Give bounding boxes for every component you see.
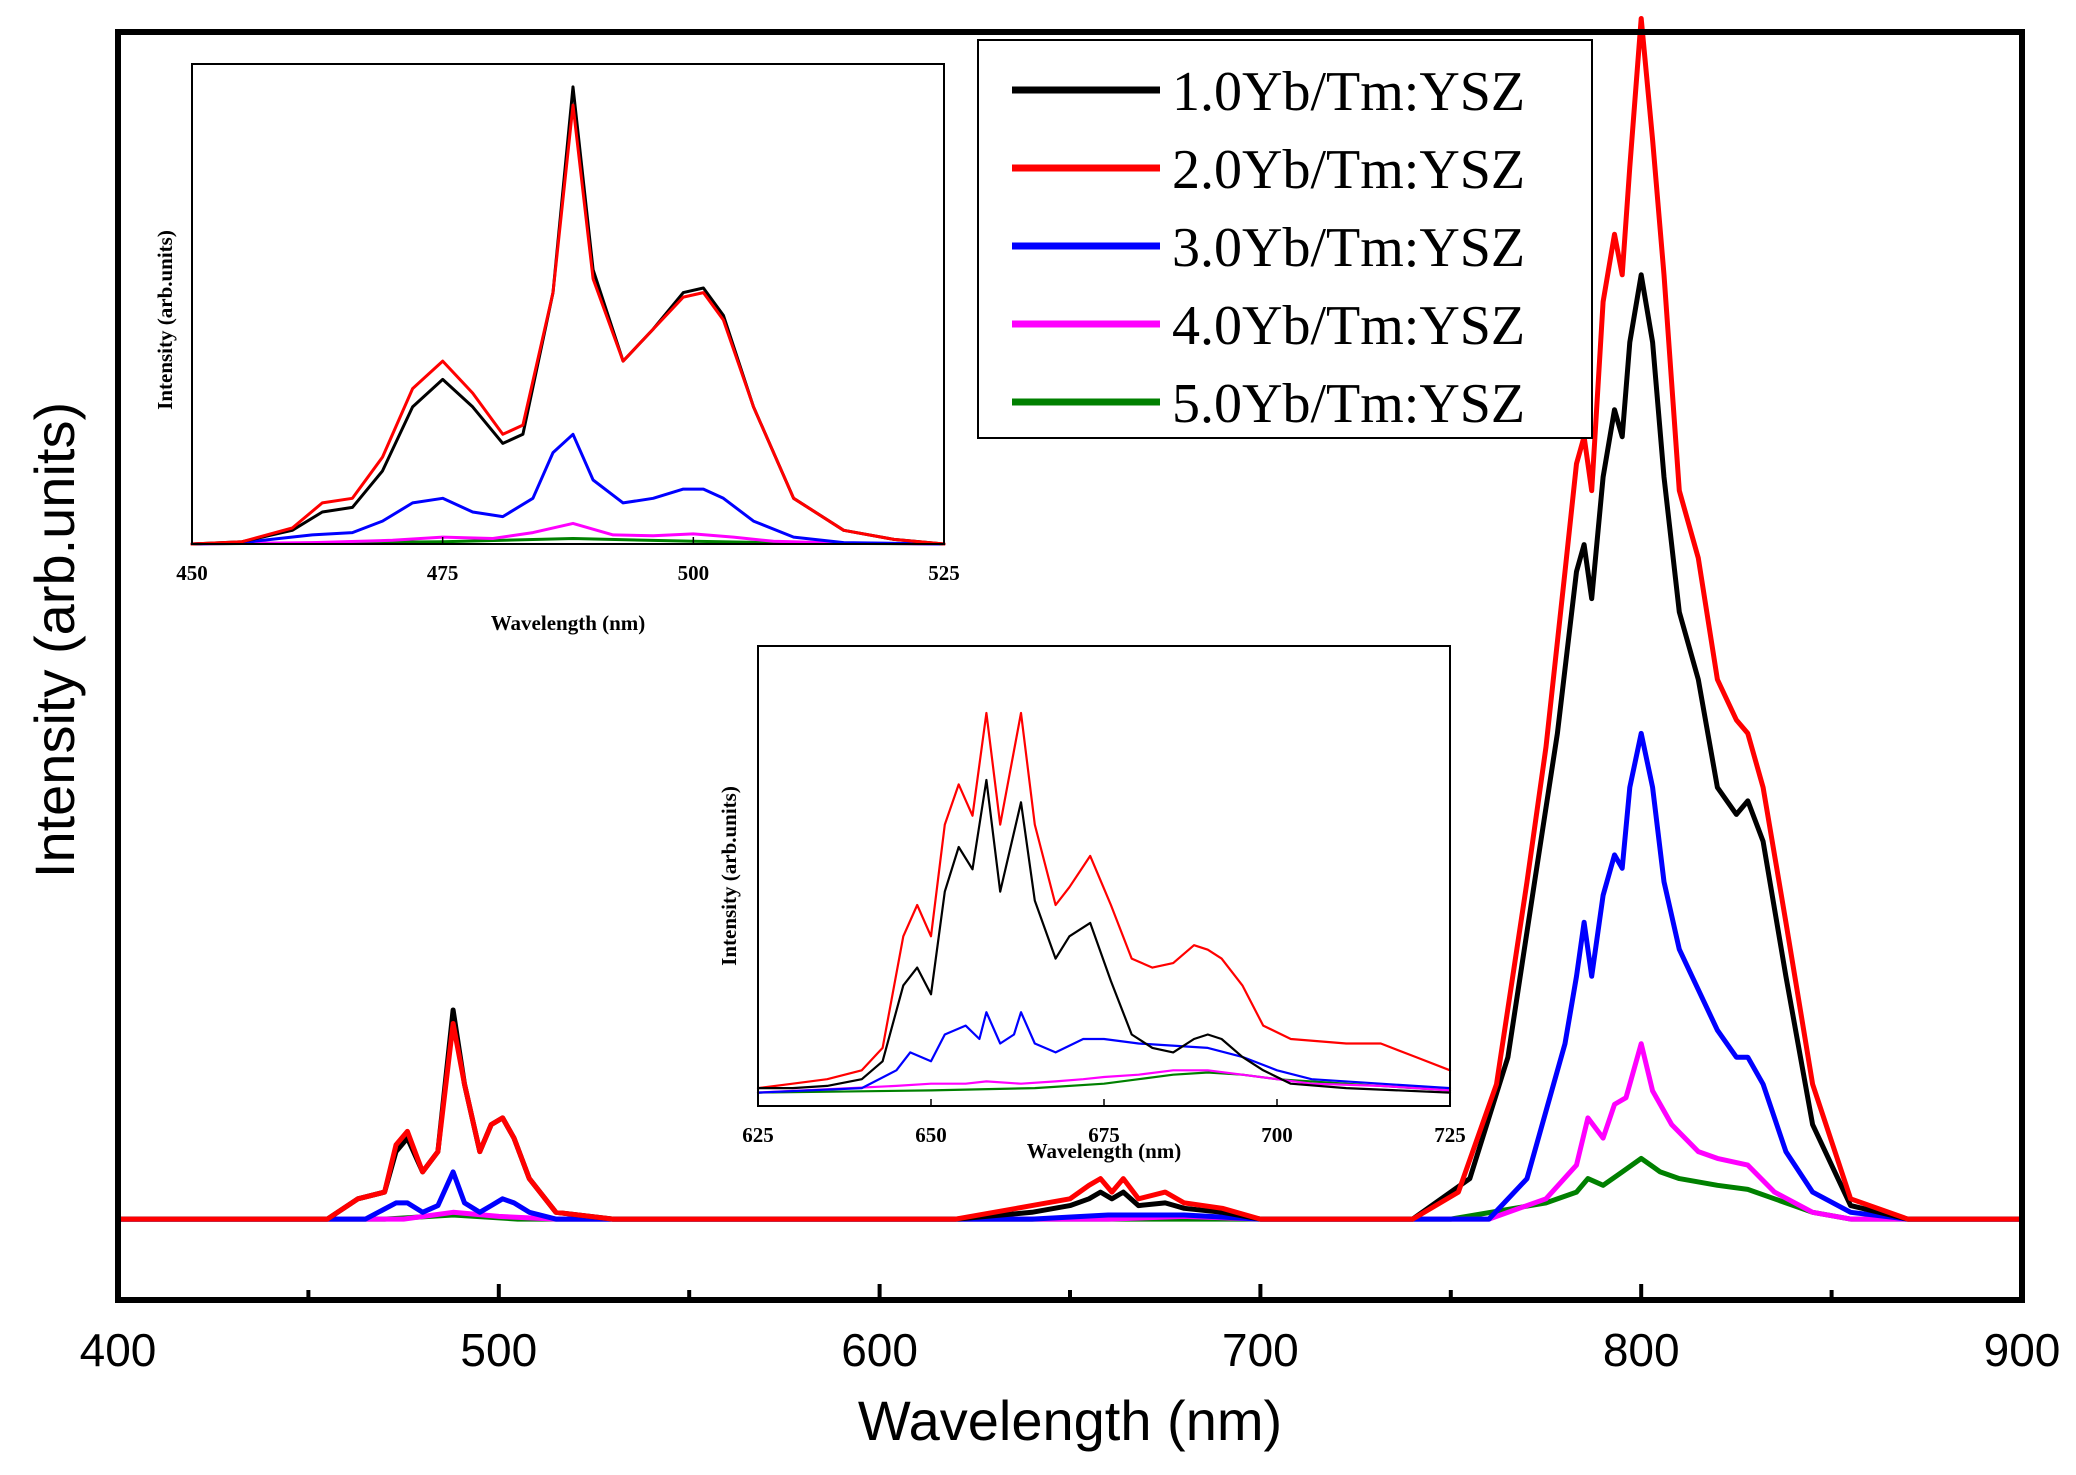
- inset-blue-x-ticks: [191, 537, 945, 544]
- main-x-tick-label: 400: [80, 1324, 157, 1376]
- inset-blue-series-line-2-0yb-tm-ysz: [190, 103, 946, 546]
- main-x-axis-label: Wavelength (nm): [858, 1389, 1282, 1452]
- main-series-lines: [115, 16, 2025, 1222]
- inset-blue-chart: 450 475 500 525 Wavelength (nm) Intensity (…: [153, 63, 960, 635]
- legend-box: [977, 39, 1593, 439]
- inset-red-x-tick-label: 625: [742, 1123, 774, 1147]
- inset-red-y-axis-label: Intensity (arb.units): [717, 786, 741, 966]
- inset-red-x-tick-label: 650: [915, 1123, 947, 1147]
- inset-blue-series-line-4-0yb-tm-ysz: [190, 521, 946, 546]
- inset-red-x-tick-label: 725: [1434, 1123, 1466, 1147]
- main-x-tick-label: 700: [1222, 1324, 1299, 1376]
- legend-label-3: 3.0Yb/Tm:YSZ: [1172, 217, 1525, 279]
- main-series-line-2-0yb-tm-ysz: [115, 16, 2025, 1222]
- legend-label-1: 1.0Yb/Tm:YSZ: [1172, 61, 1525, 123]
- main-series-line-3-0yb-tm-ysz: [115, 730, 2025, 1222]
- inset-red-series-line-3-0yb-tm-ysz: [756, 1011, 1452, 1094]
- inset-blue-x-tick-label: 475: [427, 561, 459, 585]
- inset-blue-y-axis-label: Intensity (arb.units): [153, 230, 177, 410]
- inset-red-series-line-1-0yb-tm-ysz: [756, 778, 1452, 1094]
- legend: 1.0Yb/Tm:YSZ 2.0Yb/Tm:YSZ 3.0Yb/Tm:YSZ 4…: [977, 39, 1593, 439]
- inset-blue-x-tick-label: 525: [928, 561, 960, 585]
- main-x-tick-label: 800: [1603, 1324, 1680, 1376]
- main-x-ticks: [116, 1284, 2024, 1300]
- inset-red-series-line-4-0yb-tm-ysz: [756, 1069, 1452, 1094]
- main-x-tick-label: 600: [841, 1324, 918, 1376]
- legend-label-2: 2.0Yb/Tm:YSZ: [1172, 139, 1525, 201]
- inset-blue-x-axis-label: Wavelength (nm): [491, 611, 646, 635]
- main-x-tick-labels: 400 500 600 700 800 900: [80, 1324, 2061, 1376]
- inset-red-x-axis-label: Wavelength (nm): [1027, 1139, 1182, 1163]
- inset-blue-series-lines: [190, 85, 946, 546]
- inset-red-chart: 625 650 675 700 725 Wavelength (nm) Intensit…: [717, 645, 1466, 1163]
- inset-blue-series-line-3-0yb-tm-ysz: [190, 432, 946, 546]
- inset-blue-frame: [191, 63, 945, 545]
- inset-blue-x-tick-labels: 450 475 500 525: [176, 561, 960, 585]
- inset-red-series-line-2-0yb-tm-ysz: [756, 711, 1452, 1090]
- inset-red-x-ticks: [757, 1099, 1451, 1106]
- inset-red-x-tick-label: 675: [1088, 1123, 1120, 1147]
- legend-label-4: 4.0Yb/Tm:YSZ: [1172, 295, 1525, 357]
- inset-blue-x-tick-label: 500: [678, 561, 710, 585]
- main-x-tick-label: 900: [1984, 1324, 2061, 1376]
- inset-blue-x-tick-label: 450: [176, 561, 208, 585]
- legend-label-5: 5.0Yb/Tm:YSZ: [1172, 373, 1525, 435]
- inset-red-series-lines: [756, 711, 1452, 1094]
- main-series-line-5-0yb-tm-ysz: [115, 1155, 2025, 1222]
- main-y-axis-label: Intensity (arb.units): [23, 402, 86, 878]
- main-chart: 400 500 600 700 800 900 Wavelength (nm) Inten…: [23, 16, 2061, 1452]
- legend-entries: 1.0Yb/Tm:YSZ 2.0Yb/Tm:YSZ 3.0Yb/Tm:YSZ 4…: [1012, 61, 1525, 435]
- inset-red-x-tick-labels: 625 650 675 700 725: [742, 1123, 1466, 1147]
- inset-red-background: [758, 646, 1450, 1106]
- inset-red-x-tick-label: 700: [1261, 1123, 1293, 1147]
- inset-red-series-line-5-0yb-tm-ysz: [756, 1071, 1452, 1094]
- main-x-tick-label: 500: [460, 1324, 537, 1376]
